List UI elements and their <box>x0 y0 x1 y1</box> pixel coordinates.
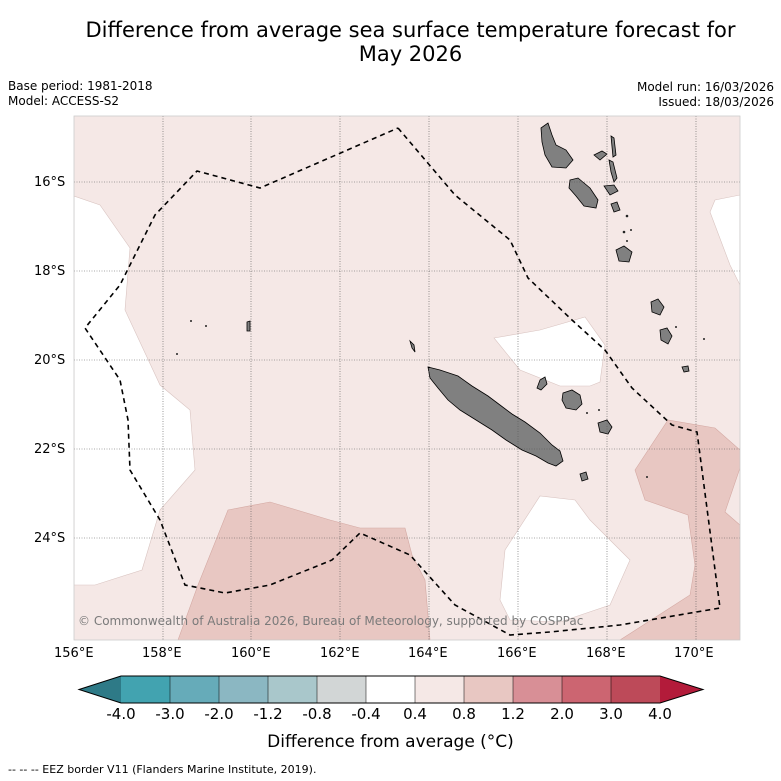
islet <box>630 229 632 231</box>
islet <box>626 240 628 242</box>
islet <box>646 476 648 478</box>
colorbar-swatch <box>464 676 513 703</box>
lon-label: 164°E <box>408 646 448 661</box>
land-efate <box>615 245 633 263</box>
islet <box>176 353 178 355</box>
lon-label: 156°E <box>54 646 94 661</box>
colorbar <box>77 675 705 704</box>
lat-label: 24°S <box>34 531 66 546</box>
colorbar-swatch <box>562 676 611 703</box>
colorbar-swatch <box>513 676 562 703</box>
colorbar-tick-label: 2.0 <box>550 705 574 723</box>
land-new-caledonia <box>427 366 564 467</box>
islet <box>703 338 705 340</box>
land-pentecost <box>608 159 618 183</box>
islet <box>675 326 677 328</box>
colorbar-tick-label: 1.2 <box>501 705 525 723</box>
colorbar-tick-label: 3.0 <box>599 705 623 723</box>
colorbar-swatch <box>611 676 660 703</box>
land-isle-of-pines <box>579 471 589 482</box>
land-lifou <box>561 389 583 411</box>
copyright-notice: © Commonwealth of Australia 2026, Bureau… <box>78 614 584 628</box>
colorbar-title: Difference from average (°C) <box>267 732 514 752</box>
colorbar-tick-label: 4.0 <box>648 705 672 723</box>
islet <box>598 409 600 411</box>
colorbar-tick-label: -0.4 <box>351 705 381 723</box>
land-malekula <box>568 177 599 209</box>
lat-label: 22°S <box>34 442 66 457</box>
islet <box>190 320 192 322</box>
colorbar-swatch <box>366 676 415 703</box>
land-maewo <box>610 135 617 158</box>
colorbar-tick-label: -0.8 <box>302 705 332 723</box>
land-group <box>246 122 690 482</box>
land-tanna <box>659 327 673 345</box>
base-period: Base period: 1981-2018 <box>8 79 153 93</box>
colorbar-under-arrow <box>79 676 121 703</box>
gridlines <box>74 116 740 640</box>
colorbar-over-arrow <box>660 676 703 703</box>
islet <box>205 325 207 327</box>
map-frame <box>73 115 741 641</box>
lat-label: 20°S <box>34 353 66 368</box>
colorbar-outline <box>77 675 705 704</box>
lon-label: 160°E <box>231 646 271 661</box>
colorbar-tick-label: -2.0 <box>204 705 234 723</box>
colorbar-swatch <box>219 676 268 703</box>
land-erromango <box>650 298 665 316</box>
lon-label: 168°E <box>586 646 626 661</box>
colorbar-swatch <box>415 676 464 703</box>
land-ambrym <box>603 184 619 196</box>
colorbar-swatch <box>121 676 170 703</box>
model-run: Model run: 16/03/2026 <box>636 80 774 94</box>
land-ouvea <box>536 376 548 391</box>
lat-label: 16°S <box>34 175 66 190</box>
title-line-2: May 2026 <box>358 42 463 66</box>
eez-legend: -- -- -- EEZ border V11 (Flanders Marine… <box>8 763 317 776</box>
lon-label: 158°E <box>142 646 182 661</box>
lon-label: 166°E <box>497 646 537 661</box>
meta-left: Base period: 1981-2018 Model: ACCESS-S2 <box>8 79 153 109</box>
neutral-region-west <box>74 195 196 586</box>
colorbar-tick-label: -4.0 <box>106 705 136 723</box>
colorbar-tick-label: -3.0 <box>155 705 185 723</box>
issued-date: Issued: 18/03/2026 <box>658 95 774 109</box>
lat-label: 18°S <box>34 264 66 279</box>
land-aneityum <box>681 365 690 373</box>
colorbar-swatch <box>317 676 366 703</box>
land-belep <box>409 339 416 353</box>
land-mare <box>597 419 613 435</box>
map-title: Difference from average sea surface temp… <box>40 18 781 66</box>
lon-label: 170°E <box>674 646 714 661</box>
islet <box>586 412 588 414</box>
land-chesterfield <box>246 320 251 332</box>
meta-right: Model run: 16/03/2026 Issued: 18/03/2026 <box>637 80 774 110</box>
land-epi <box>610 201 621 213</box>
neutral-region-central <box>493 316 606 387</box>
warm-region-southeast <box>619 419 740 640</box>
model-name: Model: ACCESS-S2 <box>8 94 120 108</box>
colorbar-swatch <box>170 676 219 703</box>
islet-group <box>176 214 705 478</box>
neutral-region-northeast <box>709 194 740 286</box>
lon-label: 162°E <box>320 646 360 661</box>
title-line-1: Difference from average sea surface temp… <box>85 18 736 42</box>
colorbar-tick-label: -1.2 <box>253 705 283 723</box>
land-espiritu-santo <box>540 122 574 169</box>
islet <box>622 230 626 234</box>
colorbar-tick-label: 0.8 <box>452 705 476 723</box>
eez-border <box>84 127 721 636</box>
neutral-region-south <box>499 495 631 623</box>
colorbar-swatch <box>268 676 317 703</box>
colorbar-tick-label: 0.4 <box>403 705 427 723</box>
islet <box>625 214 629 218</box>
